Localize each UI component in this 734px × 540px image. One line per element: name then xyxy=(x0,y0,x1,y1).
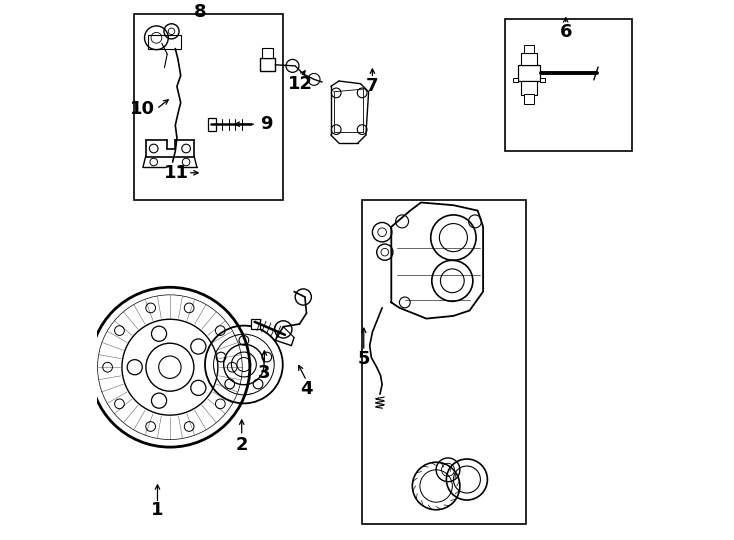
Bar xyxy=(521,53,537,65)
Bar xyxy=(518,65,539,81)
Text: 9: 9 xyxy=(260,115,272,133)
Bar xyxy=(260,58,275,71)
Text: 11: 11 xyxy=(164,164,189,182)
Text: 8: 8 xyxy=(195,3,207,21)
Bar xyxy=(513,78,518,82)
Text: 12: 12 xyxy=(288,75,313,93)
Text: 6: 6 xyxy=(559,23,572,42)
Bar xyxy=(521,81,537,94)
Bar xyxy=(208,118,216,131)
Bar xyxy=(362,200,526,524)
Text: 2: 2 xyxy=(236,436,248,455)
Bar xyxy=(262,48,273,58)
Text: 3: 3 xyxy=(258,363,271,382)
Bar xyxy=(505,19,631,151)
Bar xyxy=(523,45,534,53)
Text: 10: 10 xyxy=(131,100,156,118)
Bar xyxy=(539,78,545,82)
Bar xyxy=(134,14,283,200)
Text: 7: 7 xyxy=(366,77,379,96)
Text: 5: 5 xyxy=(357,350,370,368)
Text: 4: 4 xyxy=(300,380,313,398)
Polygon shape xyxy=(391,202,483,319)
Bar xyxy=(252,319,260,329)
Bar xyxy=(523,94,534,104)
Bar xyxy=(148,35,181,49)
Text: 1: 1 xyxy=(151,501,164,519)
